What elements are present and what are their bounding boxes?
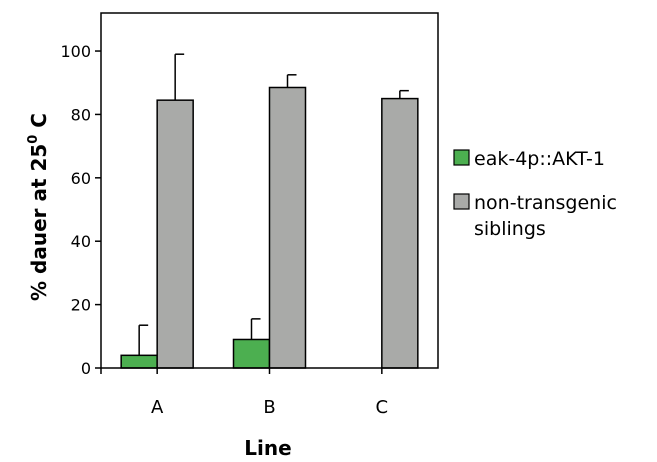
bar-C-series2 [381, 97, 419, 369]
bar-A-series2 [156, 99, 194, 369]
y-tick-label-100: 100 [60, 42, 91, 61]
y-tick-label-20: 20 [71, 296, 91, 315]
y-tick-label-60: 60 [71, 169, 91, 188]
y-tick-label-0: 0 [81, 359, 91, 378]
x-tick-label-A: A [151, 397, 164, 418]
y-axis-title: % dauer at 250 C [26, 113, 51, 301]
y-tick-label-80: 80 [71, 105, 91, 124]
bar-A-series1 [120, 354, 158, 369]
y-tick-label-40: 40 [71, 232, 91, 251]
plot-area [120, 53, 419, 369]
bar-B-series2 [268, 86, 307, 369]
legend-label-series1: eak-4p::AKT-1 [474, 148, 605, 170]
y-axis-title-superscript: 0 [26, 135, 41, 144]
plot-frame [100, 12, 439, 369]
x-tick-label-B: B [263, 397, 275, 418]
legend-label-series2-line2: siblings [474, 218, 546, 240]
y-axis-title-unit: C [27, 113, 51, 135]
bar-B-series1 [232, 338, 271, 369]
x-tick-label-C: C [376, 397, 389, 418]
axes: A B C 0 20 40 60 80 100 [60, 12, 439, 418]
x-axis-title: Line [244, 436, 291, 460]
legend-swatch-series2 [453, 193, 470, 210]
legend-swatch-series1 [453, 149, 470, 166]
y-axis-title-main: % dauer at 25 [27, 144, 51, 301]
legend-label-series2-line1: non-transgenic [474, 192, 617, 214]
